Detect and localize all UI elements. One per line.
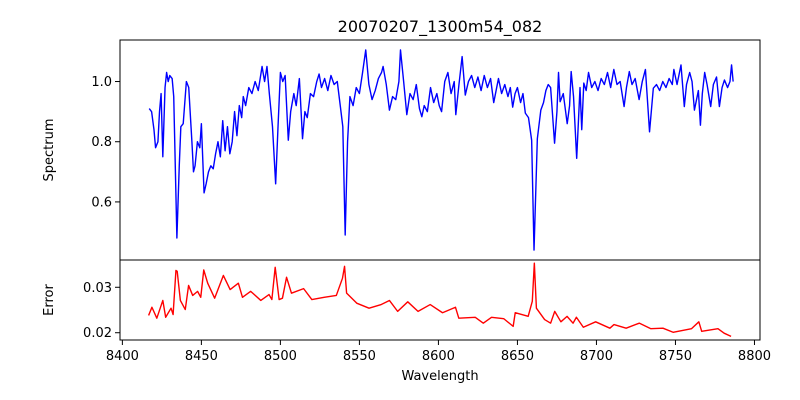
x-tick-label: 8800	[738, 349, 771, 364]
x-tick-label: 8650	[501, 349, 534, 364]
spectrum-y-tick-label: 1.0	[91, 75, 112, 90]
x-tick-label: 8550	[343, 349, 376, 364]
x-tick-label: 8700	[580, 349, 613, 364]
x-tick-label: 8400	[106, 349, 139, 364]
error-y-tick-label: 0.03	[83, 281, 112, 296]
error-y-tick-label: 0.02	[83, 326, 112, 341]
error-axes-frame	[119, 259, 761, 341]
x-tick-label: 8750	[659, 349, 692, 364]
x-tick-label: 8450	[185, 349, 218, 364]
error-line	[147, 262, 732, 337]
x-tick-label: 8500	[264, 349, 297, 364]
error-x-ticks: 8400 8450 8500 8550 8600 8650 8700 8750 8800	[106, 340, 771, 364]
spectrum-y-axis-label: Spectrum	[42, 119, 57, 182]
x-tick-label: 8600	[422, 349, 455, 364]
error-axes: 0.02 0.03 8400 8450 8500 8550 8600 8650 8700 875…	[42, 259, 771, 384]
spectrum-line	[148, 49, 734, 251]
spectrum-y-tick-label: 0.6	[91, 195, 112, 210]
error-series-group	[147, 262, 732, 337]
spectrum-y-tick-label: 0.8	[91, 135, 112, 150]
spectrum-y-ticks: 0.6 0.8 1.0	[91, 75, 120, 210]
chart-title: 20070207_1300m54_082	[338, 17, 543, 37]
error-y-ticks: 0.02 0.03	[83, 281, 120, 341]
x-axis-label: Wavelength	[401, 369, 478, 384]
error-y-axis-label: Error	[42, 284, 57, 316]
spectrum-series-group	[148, 49, 734, 251]
